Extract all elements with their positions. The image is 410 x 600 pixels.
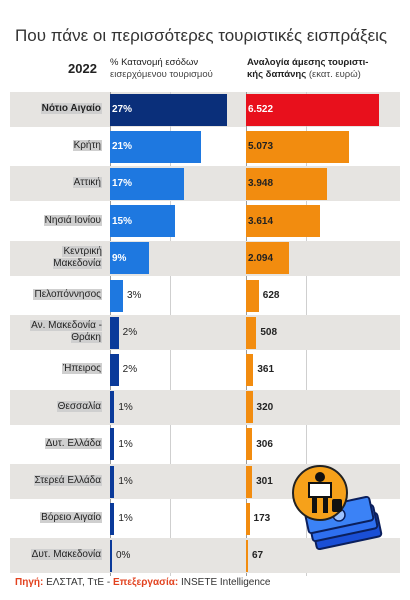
source-footer: Πηγή: ΕΛΣΤΑΤ, ΤτΕ - Επεξεργασία: INSETE … — [15, 577, 270, 588]
spend-value-label: 2.094 — [248, 252, 274, 264]
pct-bar — [110, 93, 227, 126]
spend-value-label: 628 — [262, 290, 280, 301]
spend-bar — [246, 353, 254, 386]
spend-bar — [246, 130, 350, 163]
pct-bar — [110, 130, 201, 163]
region-label-text: Δυτ. Μακεδονία — [30, 549, 102, 561]
region-label: Ήπειρος — [12, 363, 102, 375]
tourist-money-icon — [292, 465, 387, 560]
spend-value-label: 508 — [260, 327, 278, 339]
spend-bar — [246, 93, 379, 126]
spend-value-label: 301 — [256, 476, 273, 487]
processing-text: INSETE Intelligence — [178, 577, 271, 588]
spend-bar — [246, 465, 253, 498]
region-label-text: Νότιο Αιγαίο — [40, 103, 102, 114]
region-label: Νότιο Αιγαίο — [12, 103, 102, 115]
region-label-text: Κεντρική Μακεδονία — [53, 245, 102, 269]
pct-bar — [110, 242, 149, 275]
spend-bar — [246, 391, 253, 424]
spend-bar — [246, 167, 327, 200]
region-label-text: Βόρειο Αιγαίο — [40, 512, 102, 524]
region-label: Νησιά Ιονίου — [12, 214, 102, 227]
region-label-text: Στερεά Ελλάδα — [33, 475, 102, 486]
region-label: Κεντρική Μακεδονία — [12, 245, 102, 270]
spend-value-label: 173 — [253, 513, 271, 525]
spend-header-unit: (εκατ. ευρώ) — [308, 69, 361, 80]
pct-bar — [110, 167, 184, 200]
region-label-text: Αττική — [72, 177, 102, 189]
pct-value-label: 1% — [118, 476, 133, 487]
spend-value-label: 3.614 — [248, 215, 274, 227]
source-key: Πηγή: — [15, 577, 44, 588]
pct-value-label: 1% — [118, 401, 133, 413]
spend-header-line1: Αναλογία άμεσης τουριστι- — [247, 57, 369, 68]
pct-bar — [110, 316, 119, 349]
pct-bar — [110, 279, 123, 312]
pct-header-subtitle: εισερχόμενου τουρισμού — [110, 69, 213, 80]
pct-value-label: 3% — [127, 290, 142, 301]
pct-bar — [110, 428, 115, 461]
region-label: Κρήτη — [12, 140, 102, 152]
pct-value-label: 17% — [112, 178, 133, 190]
pct-value-label: 9% — [112, 252, 127, 264]
region-label: Αττική — [12, 177, 102, 189]
traveler-icon — [292, 465, 348, 521]
pct-value-label: 2% — [122, 364, 138, 376]
pct-bar — [110, 502, 115, 535]
region-label-text: Θεσσαλία — [56, 400, 102, 412]
region-label-text: Πελοπόννησος — [33, 289, 102, 300]
pct-header-title: % Κατανομή εσόδων — [110, 57, 199, 68]
spend-header-line2: κής δαπάνης — [247, 69, 307, 80]
spend-bar — [246, 316, 257, 349]
pct-bar — [110, 391, 115, 424]
spend-value-label: 5.073 — [248, 141, 274, 153]
region-label: Στερεά Ελλάδα — [12, 475, 102, 487]
pct-column-header: % Κατανομή εσόδων εισερχόμενου τουρισμού — [110, 57, 240, 81]
spend-value-label: 361 — [257, 364, 275, 376]
spend-value-label: 306 — [256, 438, 273, 450]
pct-value-label: 15% — [112, 215, 133, 227]
spend-bar — [246, 539, 248, 572]
spend-bar — [246, 205, 320, 238]
pct-bar — [110, 465, 115, 498]
spend-bar — [246, 502, 250, 535]
processing-key: Επεξεργασία: — [112, 577, 179, 588]
region-label: Δυτ. Μακεδονία — [12, 549, 102, 561]
chart-title: Που πάνε οι περισσότερες τουριστικές εισ… — [15, 26, 388, 45]
pct-value-label: 2% — [122, 327, 138, 339]
pct-value-label: 1% — [118, 438, 133, 450]
spend-bar — [246, 428, 253, 461]
pct-bar — [110, 539, 112, 572]
region-label-text: Ήπειρος — [61, 363, 102, 375]
region-label: Αν. Μακεδονία - Θράκη — [12, 320, 102, 344]
pct-value-label: 21% — [112, 141, 133, 153]
pct-bar — [110, 353, 119, 386]
region-label: Θεσσαλία — [12, 400, 102, 413]
pct-bar — [110, 205, 175, 238]
spend-value-label: 67 — [252, 550, 264, 562]
spend-value-label: 320 — [256, 401, 274, 413]
pct-value-label: 27% — [112, 104, 133, 115]
spend-bar — [246, 242, 289, 275]
region-label-text: Κρήτη — [72, 140, 102, 152]
region-label-text: Δυτ. Ελλάδα — [44, 437, 102, 449]
region-label-text: Νησιά Ιονίου — [43, 214, 102, 226]
spend-value-label: 3.948 — [248, 178, 274, 190]
region-label: Βόρειο Αιγαίο — [12, 512, 102, 524]
region-label: Πελοπόννησος — [12, 289, 102, 301]
spend-bar — [246, 279, 259, 312]
spend-column-header: Αναλογία άμεσης τουριστι- κής δαπάνης (ε… — [247, 57, 405, 81]
region-label-text: Αν. Μακεδονία - Θράκη — [30, 320, 102, 344]
source-text: ΕΛΣΤΑΤ, ΤτΕ - — [43, 577, 113, 588]
pct-value-label: 0% — [116, 550, 131, 562]
region-label: Δυτ. Ελλάδα — [12, 437, 102, 450]
spend-value-label: 6.522 — [248, 104, 274, 115]
pct-value-label: 1% — [118, 513, 133, 525]
year-label: 2022 — [68, 61, 97, 76]
